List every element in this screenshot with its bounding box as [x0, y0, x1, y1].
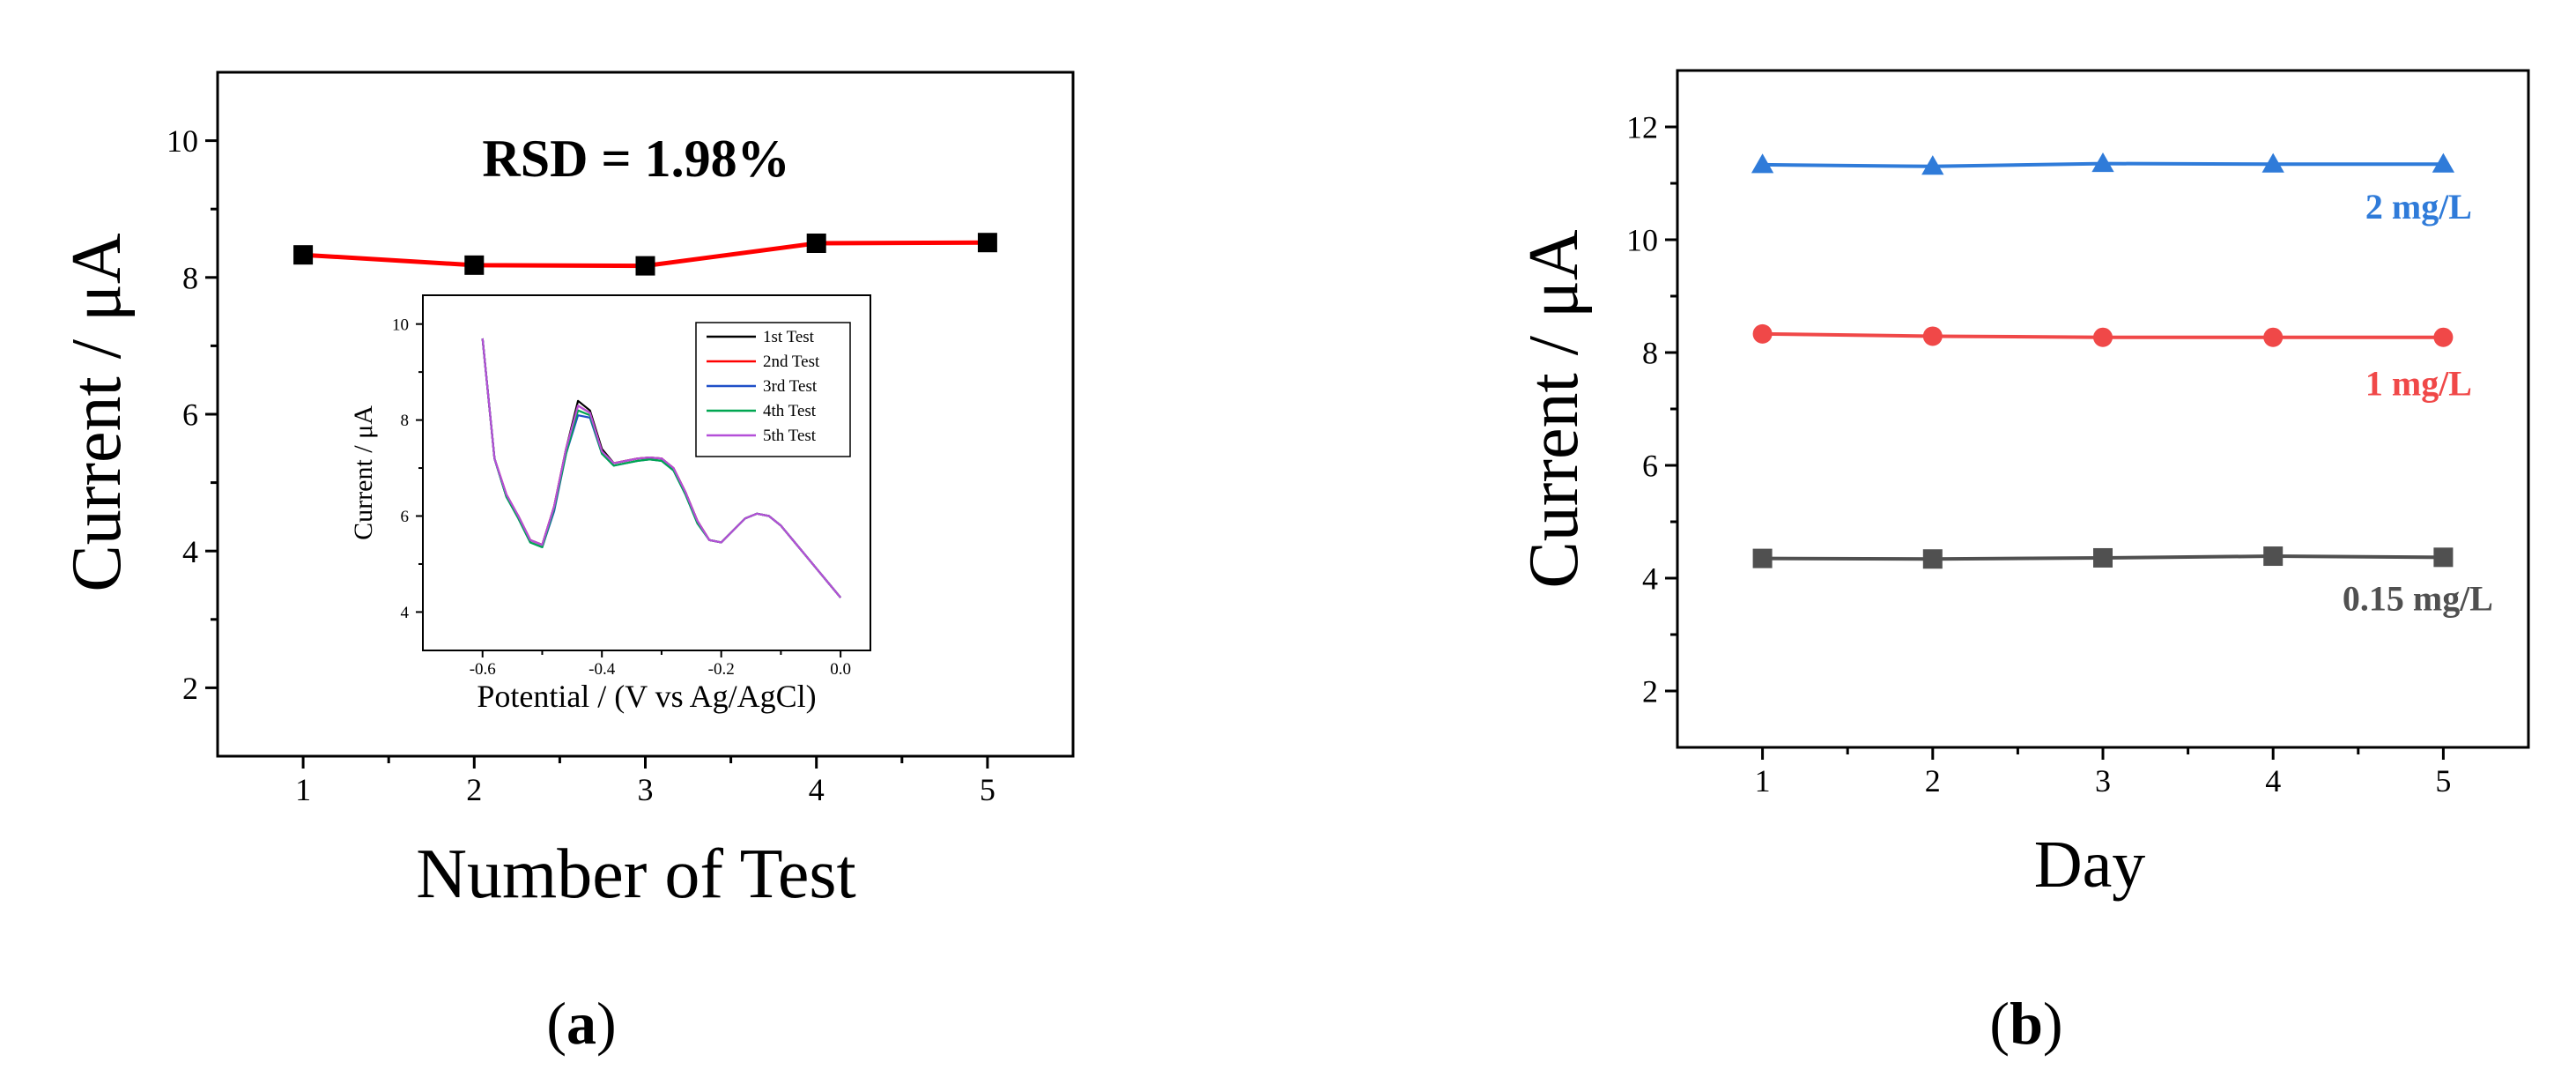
panel-a-x-tick-label: 1 — [295, 772, 311, 807]
inset-x-tick-label: 0.0 — [830, 660, 851, 679]
panel-b-data-point — [1922, 326, 1943, 346]
panel-a-x-tick-label: 2 — [466, 772, 482, 807]
panel-a-rsd-annotation: RSD = 1.98% — [482, 130, 789, 188]
inset-y-tick-label: 6 — [401, 508, 410, 526]
panel-b-x-axis-title: Day — [2034, 828, 2146, 902]
panel-a-data-point — [977, 233, 997, 253]
panel-a-x-tick-label: 3 — [638, 772, 654, 807]
panel-a-plot-area: 1 2 3 4 5 2 4 6 8 10 — [167, 71, 1075, 807]
panel-b-data-point — [2091, 152, 2114, 173]
panel-b-y-tick-label: 2 — [1642, 674, 1658, 709]
panel-b-data-point — [2093, 327, 2113, 347]
panel-b-y-axis-title: Current / μA — [1515, 229, 1593, 588]
inset-frame — [422, 294, 871, 651]
inset-series-line — [481, 338, 841, 598]
panel-b-data-point — [1922, 549, 1943, 569]
panel-a-x-tick-label: 4 — [809, 772, 825, 807]
inset-legend: 1st Test 2nd Test 3rd Test 4th Test 5th Test — [695, 322, 851, 457]
panel-b-data-point — [1921, 155, 1944, 175]
panel-b-data-point — [2093, 547, 2113, 568]
panel-a-y-tick-label: 4 — [182, 534, 198, 569]
panel-b-y-tick-label: 10 — [1626, 223, 1658, 258]
panel-b-data-point — [2433, 547, 2454, 568]
inset-legend-label: 5th Test — [763, 427, 817, 445]
inset-x-tick-label: -0.6 — [470, 660, 496, 679]
panel-b-series-label: 2 mg/L — [2365, 187, 2472, 227]
inset-x-tick-label: -0.2 — [708, 660, 735, 679]
panel-a-data-point — [293, 245, 314, 265]
panel-a-label-letter: a — [566, 990, 596, 1057]
panel-a-data-point — [464, 255, 485, 275]
panel-b-data-point — [2432, 152, 2455, 173]
panel-b-label-letter: b — [2010, 990, 2043, 1057]
panel-b-y-tick-label: 12 — [1626, 110, 1658, 145]
panel-a-chart: 1 2 3 4 5 2 4 6 8 10 -0.6 -0.4 -0.2 0.0 4 6 8 10 1st Test… — [58, 71, 1075, 1057]
inset-legend-box — [695, 322, 851, 457]
panel-b-data-point — [2261, 152, 2284, 173]
panel-a-x-axis-title: Number of Test — [416, 836, 856, 913]
panel-b-y-tick-label: 8 — [1642, 336, 1658, 371]
panel-a-data-point — [806, 234, 826, 253]
inset-x-axis-title: Potential / (V vs Ag/AgCl) — [477, 679, 816, 714]
inset-y-tick-label: 10 — [392, 316, 409, 334]
panel-b-series-label: 0.15 mg/L — [2343, 578, 2493, 618]
panel-b-y-tick-label: 4 — [1642, 561, 1658, 597]
panel-b-series-label: 1 mg/L — [2365, 364, 2472, 404]
inset-legend-label: 3rd Test — [763, 377, 818, 396]
panel-b-data-point — [2263, 327, 2284, 347]
panel-a-data-point — [635, 256, 655, 276]
panel-a-label: (a) — [546, 990, 616, 1057]
panel-a-y-tick-label: 8 — [182, 260, 198, 295]
panel-a-x-tick-label: 5 — [980, 772, 996, 807]
panel-a-y-tick-label: 2 — [182, 671, 198, 706]
inset-y-tick-label: 8 — [401, 412, 410, 430]
panel-a-inset: -0.6 -0.4 -0.2 0.0 4 6 8 10 1st Test 2nd Test 3rd … — [349, 294, 871, 714]
panel-b-x-tick-label: 3 — [2095, 763, 2111, 798]
inset-y-axis-title: Current / μA — [349, 405, 378, 540]
inset-legend-label: 2nd Test — [763, 353, 820, 371]
panel-b-y-tick-label: 6 — [1642, 449, 1658, 484]
panel-a-y-tick-label: 6 — [182, 397, 198, 433]
panel-b-label: (b) — [1989, 990, 2062, 1057]
panel-b-x-tick-label: 5 — [2435, 763, 2451, 798]
panel-b-data-point — [1752, 323, 1773, 344]
panel-b-frame — [1676, 69, 2530, 749]
panel-b-x-tick-label: 2 — [1925, 763, 1941, 798]
panel-b-data-point — [2263, 546, 2284, 567]
inset-x-tick-label: -0.4 — [588, 660, 616, 679]
inset-legend-label: 4th Test — [763, 402, 817, 420]
panel-a-y-tick-label: 10 — [167, 123, 198, 159]
panel-b-x-tick-label: 4 — [2265, 763, 2281, 798]
inset-y-tick-label: 4 — [401, 604, 410, 622]
panel-b-data-point — [2433, 327, 2454, 347]
panel-a-y-axis-title: Current / μA — [58, 233, 136, 591]
panel-b-data-point — [1752, 548, 1773, 568]
panel-b-data-point — [1751, 153, 1774, 174]
inset-legend-label: 1st Test — [763, 328, 815, 346]
panel-b-x-tick-label: 1 — [1755, 763, 1771, 798]
